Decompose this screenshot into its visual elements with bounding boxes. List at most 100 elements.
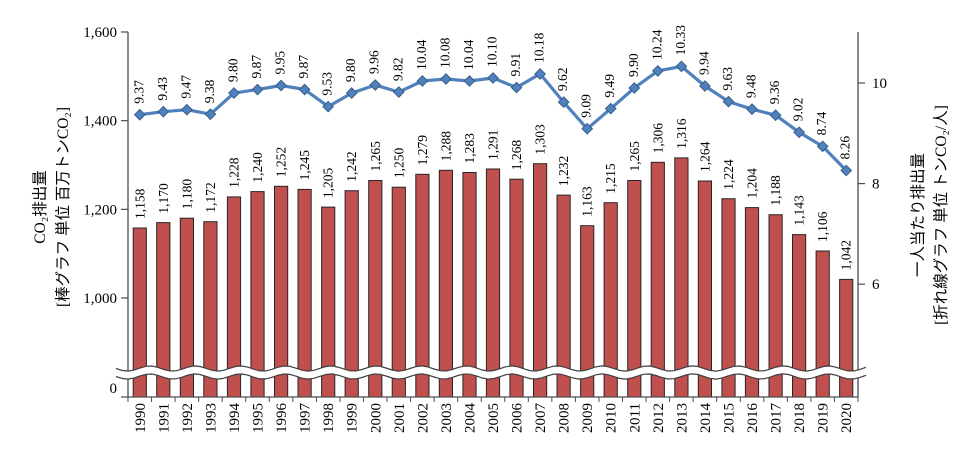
bar-value-label: 1,306 bbox=[650, 123, 665, 154]
line-marker-2003 bbox=[439, 73, 452, 85]
bar-value-label: 1,242 bbox=[344, 151, 359, 181]
bar-value-label: 1,264 bbox=[697, 141, 712, 172]
bar-value-label: 1,240 bbox=[250, 152, 265, 183]
bar-value-label: 1,163 bbox=[580, 186, 595, 217]
line-value-label: 9.48 bbox=[744, 74, 759, 98]
line-value-label: 10.04 bbox=[461, 39, 476, 70]
bar-value-label: 1,283 bbox=[462, 133, 477, 164]
left-tick-label: 1,000 bbox=[83, 291, 117, 307]
line-value-label: 9.02 bbox=[791, 98, 806, 122]
bar-value-label: 1,291 bbox=[486, 130, 501, 160]
line-marker-2020 bbox=[840, 164, 853, 177]
year-label: 1995 bbox=[251, 403, 267, 433]
line-marker-2014 bbox=[699, 80, 711, 92]
year-label: 1998 bbox=[321, 403, 337, 433]
line-value-label: 10.08 bbox=[437, 37, 452, 68]
line-value-label: 9.94 bbox=[696, 51, 711, 75]
line-marker-2018 bbox=[793, 126, 806, 139]
line-value-label: 10.18 bbox=[532, 32, 547, 63]
bar-2001 bbox=[391, 186, 406, 398]
line-value-label: 9.53 bbox=[320, 72, 335, 96]
line-value-label: 10.24 bbox=[649, 29, 664, 60]
line-marker-2004 bbox=[463, 75, 476, 87]
line-marker-2007 bbox=[534, 68, 547, 80]
year-label: 2015 bbox=[721, 403, 737, 433]
line-marker-2008 bbox=[557, 96, 570, 109]
line-marker-2016 bbox=[746, 103, 758, 116]
line-marker-2011 bbox=[628, 82, 641, 94]
bar-value-label: 1,232 bbox=[556, 156, 571, 186]
bar-value-label: 1,268 bbox=[509, 140, 524, 171]
line-marker-2005 bbox=[487, 72, 499, 84]
line-marker-1996 bbox=[275, 79, 287, 92]
line-marker-1990 bbox=[133, 108, 146, 121]
bar-value-label: 1,303 bbox=[533, 124, 548, 155]
year-label: 2007 bbox=[533, 403, 549, 434]
line-marker-2009 bbox=[581, 122, 594, 135]
line-value-label: 9.37 bbox=[131, 80, 146, 104]
line-value-label: 9.62 bbox=[555, 67, 570, 91]
year-label: 2010 bbox=[604, 403, 620, 433]
left-axis-title-main: CO₂排出量 bbox=[32, 170, 49, 244]
year-label: 1996 bbox=[274, 403, 290, 434]
line-value-label: 9.90 bbox=[626, 53, 641, 77]
line-value-label: 9.82 bbox=[390, 57, 405, 81]
bar-2004 bbox=[462, 172, 477, 398]
bar-2012 bbox=[650, 161, 665, 398]
line-marker-1995 bbox=[251, 83, 264, 96]
year-label: 1993 bbox=[203, 403, 219, 433]
bar-2011 bbox=[627, 180, 642, 398]
bar-value-label: 1,250 bbox=[391, 148, 406, 179]
line-marker-2006 bbox=[510, 81, 523, 94]
axis-break-wave-bottom bbox=[115, 373, 867, 380]
year-label: 2008 bbox=[557, 403, 573, 433]
line-value-label: 9.36 bbox=[767, 80, 782, 104]
bar-value-label: 1,170 bbox=[156, 183, 171, 214]
bar-value-label: 1,265 bbox=[368, 141, 383, 172]
line-value-label: 9.96 bbox=[367, 50, 382, 74]
left-tick-label: 1,200 bbox=[83, 202, 117, 218]
year-label: 2009 bbox=[580, 403, 596, 433]
line-marker-2010 bbox=[604, 102, 617, 115]
axis-break-band bbox=[116, 365, 866, 380]
bar-value-label: 1,180 bbox=[179, 179, 194, 210]
bar-value-label: 1,316 bbox=[674, 118, 689, 149]
bar-value-label: 1,288 bbox=[438, 131, 453, 162]
bar-2013 bbox=[674, 157, 689, 398]
bar-2006 bbox=[509, 178, 524, 398]
line-value-label: 8.26 bbox=[838, 136, 853, 160]
bar-value-label: 1,279 bbox=[415, 135, 430, 166]
year-label: 1997 bbox=[298, 403, 314, 434]
left-tick-label: 0 bbox=[110, 381, 118, 397]
year-label: 2011 bbox=[627, 403, 643, 432]
bar-2000 bbox=[368, 180, 383, 398]
line-value-label: 9.38 bbox=[202, 79, 217, 103]
right-axis-title-unit: [折れ線グラフ 単位 トンCO₂/人] bbox=[933, 105, 950, 325]
year-label: 2016 bbox=[745, 403, 761, 434]
year-label: 2017 bbox=[769, 403, 785, 434]
year-label: 2003 bbox=[439, 403, 455, 433]
year-label: 1992 bbox=[180, 403, 196, 433]
right-tick-label: 10 bbox=[872, 76, 887, 92]
right-axis-title-main: 一人当たり排出量 bbox=[910, 153, 927, 278]
year-label: 2019 bbox=[816, 403, 832, 433]
line-marker-1998 bbox=[322, 100, 335, 113]
line-marker-2019 bbox=[816, 140, 829, 153]
line-marker-1991 bbox=[157, 105, 170, 118]
bar-1997 bbox=[297, 188, 312, 398]
line-marker-1994 bbox=[228, 87, 240, 99]
line-value-label: 10.10 bbox=[485, 36, 500, 67]
bar-value-label: 1,172 bbox=[203, 182, 218, 212]
line-marker-2015 bbox=[722, 95, 735, 108]
year-label: 2014 bbox=[698, 403, 714, 434]
line-marker-2001 bbox=[392, 86, 405, 98]
year-label: 2013 bbox=[674, 403, 690, 433]
bar-value-label: 1,204 bbox=[745, 168, 760, 199]
line-marker-1999 bbox=[345, 87, 358, 99]
year-label: 2001 bbox=[392, 403, 408, 433]
line-value-label: 9.87 bbox=[249, 55, 264, 79]
year-label: 2000 bbox=[368, 403, 384, 433]
year-label: 2018 bbox=[792, 403, 808, 433]
bar-2007 bbox=[533, 163, 548, 398]
bar-value-label: 1,265 bbox=[627, 141, 642, 172]
